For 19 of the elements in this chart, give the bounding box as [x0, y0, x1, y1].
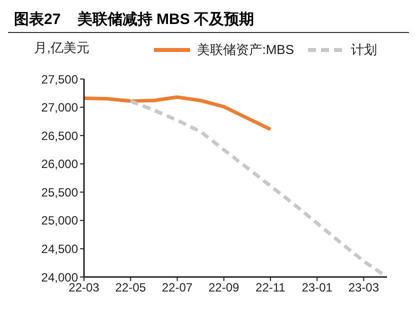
- x-tick-label: 22-05: [115, 280, 146, 295]
- y-tick-label: 27,500: [41, 72, 78, 86]
- y-tick-label: 27,000: [41, 100, 78, 115]
- y-axis-title: 月,亿美元: [34, 39, 90, 57]
- x-tick-label: 22-07: [162, 280, 193, 295]
- x-tick-label: 22-11: [256, 280, 286, 295]
- y-tick-label: 25,000: [41, 214, 78, 228]
- x-tick-label: 23-01: [302, 280, 333, 295]
- legend-label: 计划: [350, 41, 377, 59]
- legend-label: 美联储资产:MBS: [196, 41, 294, 59]
- x-tick-label: 23-03: [348, 280, 380, 295]
- y-tick-label: 26,000: [41, 157, 78, 172]
- y-tick-label: 26,500: [41, 128, 78, 143]
- x-tick-label: 22-09: [208, 280, 240, 295]
- y-tick-label: 24,500: [41, 242, 78, 256]
- line-series: [84, 95, 272, 132]
- line-series: [128, 99, 387, 277]
- chart-title: 图表27 美联储减持 MBS 不及预期: [8, 8, 409, 33]
- y-tick-label: 25,500: [41, 185, 78, 200]
